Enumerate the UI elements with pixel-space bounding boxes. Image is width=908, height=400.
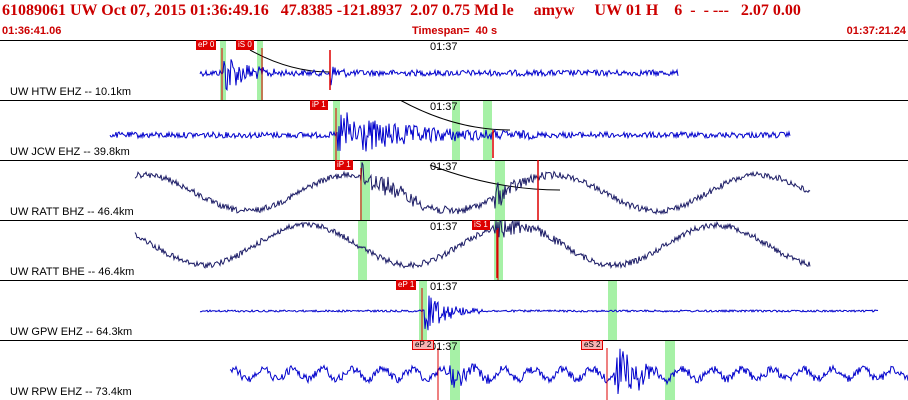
phase-window-highlight xyxy=(665,341,675,400)
channel-panel[interactable]: 01:37 iS 1 UW RATT BHE -- 46.4km xyxy=(0,220,908,280)
phase-pick-label[interactable]: iP 1 xyxy=(310,100,328,110)
channel-panel[interactable]: 01:37 eP 1 UW GPW EHZ -- 64.3km xyxy=(0,280,908,340)
phase-pick-label[interactable]: eP 0 xyxy=(196,40,217,50)
channel-panel[interactable]: 01:37 eP 2 eS 2 UW RPW EHZ -- 73.4km xyxy=(0,340,908,400)
minute-tick-label: 01:37 xyxy=(430,221,458,233)
waveform-trace xyxy=(229,348,908,395)
waveform-trace xyxy=(134,162,811,215)
channel-panel[interactable]: 01:37 iP 1 UW RATT BHZ -- 46.4km xyxy=(0,160,908,220)
phase-window-highlight xyxy=(360,161,370,220)
minute-tick-label: 01:37 xyxy=(430,281,458,293)
station-channel-label: UW RATT BHE -- 46.4km xyxy=(10,266,135,278)
station-channel-label: UW JCW EHZ -- 39.8km xyxy=(10,146,130,158)
phase-pick-label[interactable]: eS 2 xyxy=(581,340,604,350)
travel-time-curve xyxy=(429,164,561,191)
station-channel-label: UW HTW EHZ -- 10.1km xyxy=(10,86,131,98)
waveform-trace xyxy=(199,295,879,331)
phase-pick-label[interactable]: iP 1 xyxy=(335,160,353,170)
waveform-plot xyxy=(0,40,908,100)
station-channel-label: UW RPW EHZ -- 73.4km xyxy=(10,386,132,398)
phase-pick-label[interactable]: iS 1 xyxy=(472,220,490,230)
timespan-label: Timespan= 40 s xyxy=(412,25,498,37)
minute-tick-label: 01:37 xyxy=(430,341,458,353)
waveform-plot xyxy=(0,160,908,220)
phase-pick-label[interactable]: iS 0 xyxy=(236,40,254,50)
station-channel-label: UW GPW EHZ -- 64.3km xyxy=(10,326,133,338)
waveform-plot xyxy=(0,100,908,160)
channel-panel[interactable]: 01:37 eP 0 iS 0 UW HTW EHZ -- 10.1km xyxy=(0,40,908,100)
end-time-label: 01:37:21.24 xyxy=(846,25,906,37)
phase-window-highlight xyxy=(452,101,460,160)
waveform-trace xyxy=(134,220,811,270)
phase-window-highlight xyxy=(608,281,617,340)
minute-tick-label: 01:37 xyxy=(430,41,458,53)
phase-window-highlight xyxy=(483,101,492,160)
minute-tick-label: 01:37 xyxy=(430,161,458,173)
phase-pick-label[interactable]: eP 1 xyxy=(396,280,417,290)
phase-window-highlight xyxy=(358,221,367,280)
phase-pick-label[interactable]: eP 2 xyxy=(412,340,435,350)
waveform-plot xyxy=(0,340,908,400)
channel-panel[interactable]: 01:37 iP 1 UW JCW EHZ -- 39.8km xyxy=(0,100,908,160)
event-title: 61089061 UW Oct 07, 2015 01:36:49.16 47.… xyxy=(2,2,801,19)
waveform-plot xyxy=(0,220,908,280)
waveform-trace xyxy=(109,112,791,152)
start-time-label: 01:36:41.06 xyxy=(2,25,62,37)
station-channel-label: UW RATT BHZ -- 46.4km xyxy=(10,206,134,218)
travel-time-curve xyxy=(399,100,511,131)
minute-tick-label: 01:37 xyxy=(430,101,458,113)
event-header: 61089061 UW Oct 07, 2015 01:36:49.16 47.… xyxy=(0,0,908,40)
seismogram-traces[interactable]: 01:37 eP 0 iS 0 UW HTW EHZ -- 10.1km 01:37 iP… xyxy=(0,40,908,400)
waveform-trace xyxy=(199,59,679,92)
phase-window-highlight xyxy=(450,341,460,400)
waveform-plot xyxy=(0,280,908,340)
